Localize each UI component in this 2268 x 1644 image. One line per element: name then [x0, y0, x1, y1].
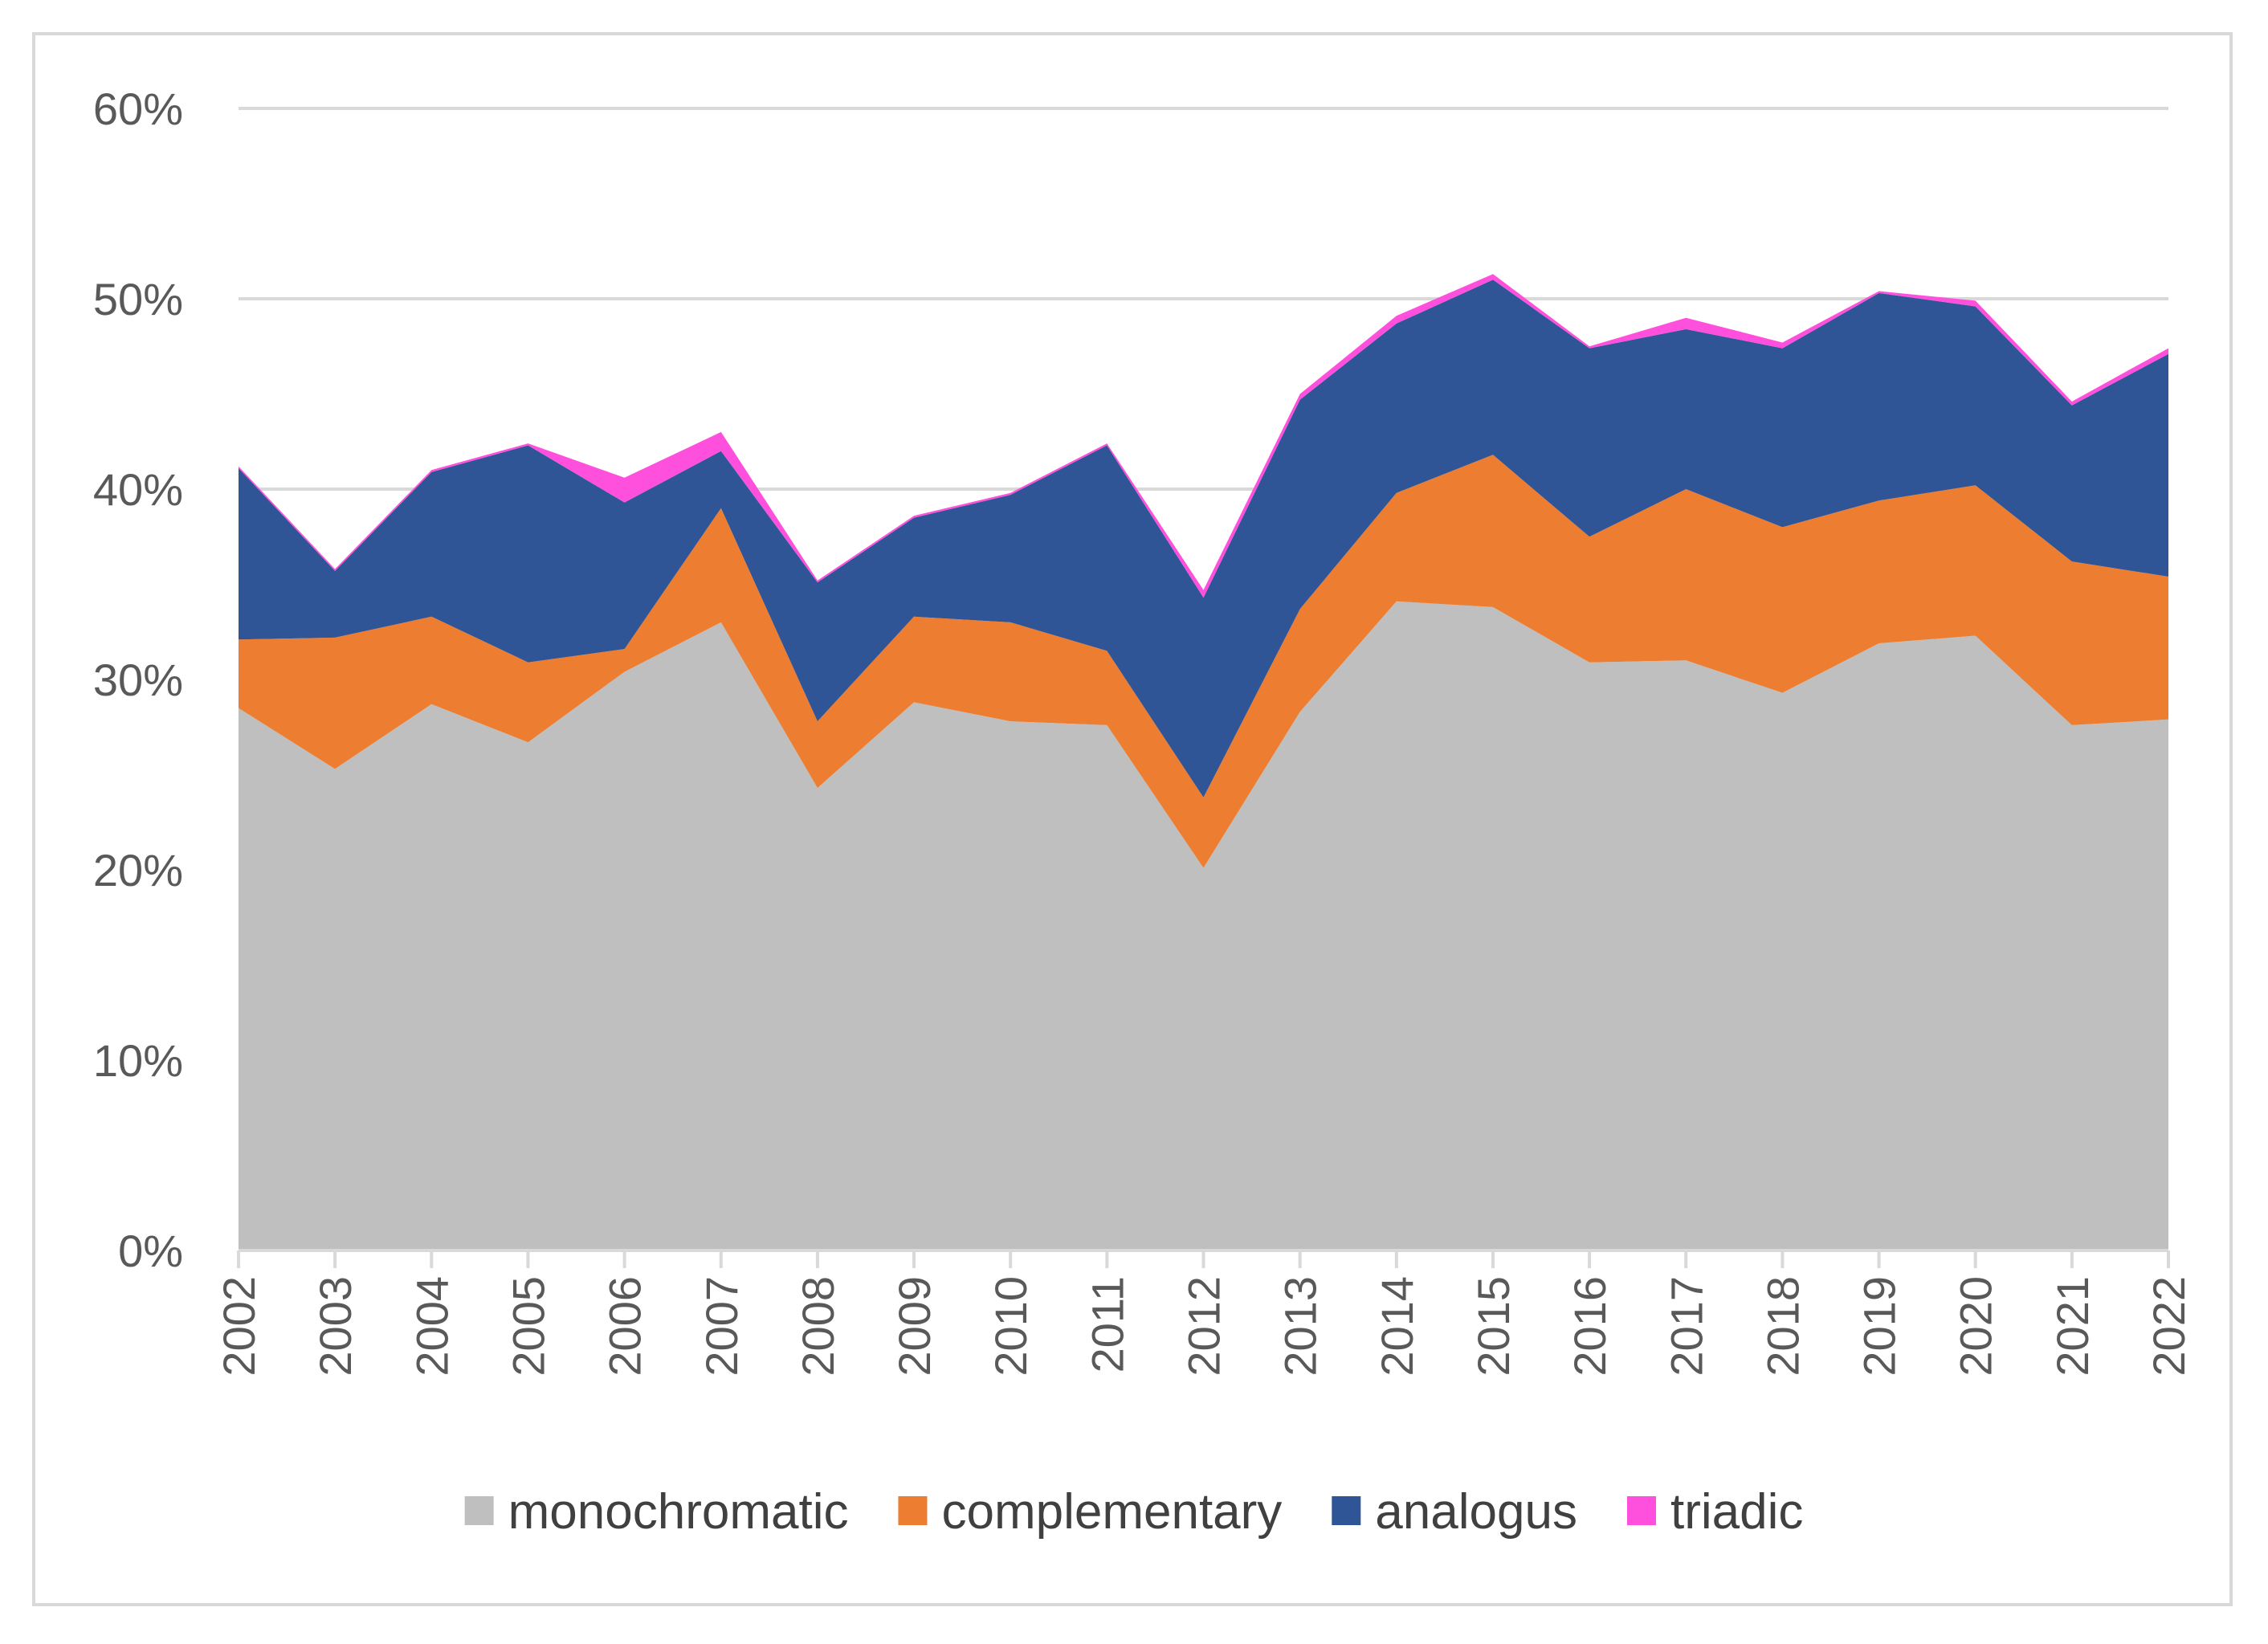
- legend-label: monochromatic: [508, 1484, 849, 1540]
- x-tick-label: 2019: [1854, 1276, 1905, 1377]
- x-tick-label: 2009: [889, 1276, 940, 1377]
- x-tick-label: 2004: [406, 1276, 457, 1377]
- x-tick-label: 2015: [1468, 1276, 1519, 1377]
- x-tick-label: 2005: [503, 1276, 553, 1377]
- y-tick-label: 60%: [93, 84, 183, 134]
- y-tick-label: 10%: [93, 1035, 183, 1086]
- legend-item-monochromatic: monochromatic: [464, 1484, 849, 1540]
- area-monochromatic: [239, 601, 2168, 1250]
- y-tick-label: 30%: [93, 655, 183, 705]
- y-tick-label: 0%: [118, 1226, 183, 1276]
- legend-label: triadic: [1670, 1484, 1803, 1540]
- x-tick-label: 2012: [1179, 1276, 1230, 1377]
- x-tick-label: 2007: [696, 1276, 747, 1377]
- x-tick-label: 2008: [793, 1276, 843, 1377]
- plot-areas: [239, 274, 2168, 1250]
- y-tick-label: 40%: [93, 464, 183, 515]
- y-axis-tick-labels: 0% 10% 20% 30% 40% 50% 60%: [93, 84, 183, 1276]
- x-axis-tick-labels: 2002 2003 2004 2005 2006 2007 2008 2009 2010 2011…: [214, 1276, 2194, 1377]
- x-tick-label: 2006: [600, 1276, 651, 1377]
- legend-swatch: [898, 1496, 928, 1525]
- legend: monochromatic complementary analogus triadi…: [464, 1484, 1803, 1540]
- x-tick-label: 2014: [1372, 1276, 1422, 1377]
- area-analogus: [239, 279, 2168, 798]
- x-tick-label: 2011: [1082, 1276, 1132, 1373]
- y-tick-label: 50%: [93, 274, 183, 324]
- y-tick-label: 20%: [93, 845, 183, 895]
- legend-item-triadic: triadic: [1626, 1484, 1803, 1540]
- x-tick-label: 2016: [1564, 1276, 1615, 1377]
- area-triadic: [239, 274, 2168, 598]
- x-tick-label: 2021: [2047, 1276, 2098, 1377]
- x-tick-label: 2002: [214, 1276, 264, 1377]
- legend-swatch: [1626, 1496, 1656, 1525]
- x-tick-label: 2022: [2144, 1276, 2194, 1377]
- legend-item-analogus: analogus: [1332, 1484, 1577, 1540]
- x-tick-label: 2010: [985, 1276, 1036, 1377]
- legend-swatch: [464, 1496, 494, 1525]
- area-complementary: [239, 455, 2168, 868]
- legend-swatch: [1332, 1496, 1361, 1525]
- x-tick-label: 2018: [1757, 1276, 1808, 1377]
- legend-label: analogus: [1375, 1484, 1577, 1540]
- x-tick-label: 2017: [1661, 1276, 1711, 1377]
- x-tick-label: 2003: [310, 1276, 361, 1377]
- x-axis: [237, 1249, 2170, 1268]
- legend-label: complementary: [941, 1484, 1282, 1540]
- legend-item-complementary: complementary: [898, 1484, 1282, 1540]
- x-tick-label: 2013: [1275, 1276, 1326, 1377]
- x-tick-label: 2020: [1951, 1276, 2001, 1377]
